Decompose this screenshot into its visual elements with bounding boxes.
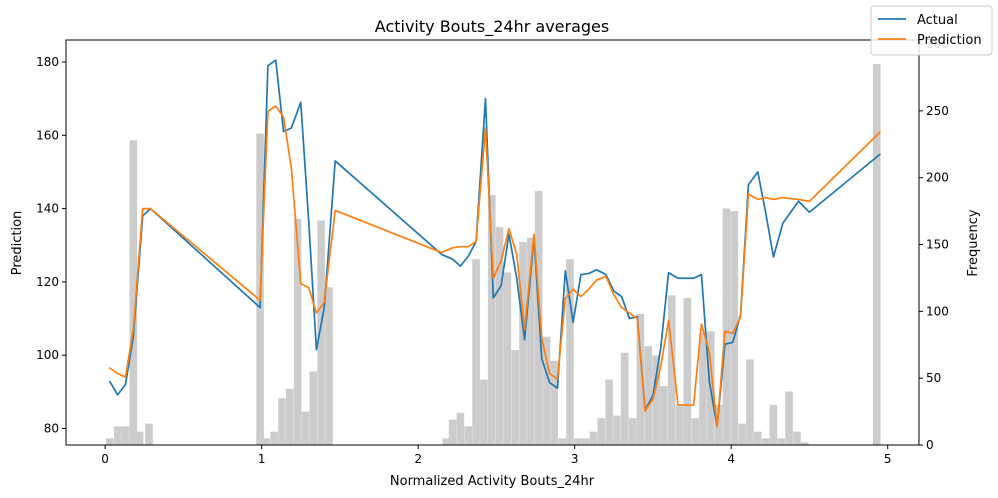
- histogram-bar: [644, 346, 653, 445]
- y2-tick-label: 150: [926, 238, 949, 252]
- legend-label-actual: Actual: [917, 13, 958, 28]
- histogram-bar: [309, 371, 318, 445]
- histogram-bar: [738, 423, 746, 445]
- histogram-bar: [270, 431, 278, 445]
- histogram-bar: [442, 438, 451, 445]
- histogram-bar: [293, 219, 302, 445]
- histogram-bar: [448, 419, 457, 445]
- y2-tick-label: 50: [926, 371, 941, 385]
- histogram-bar: [628, 418, 637, 445]
- histogram-bar: [480, 379, 488, 445]
- histogram-bar: [699, 332, 707, 445]
- histogram-bar: [722, 208, 731, 445]
- x-tick-label: 1: [258, 452, 266, 466]
- y2-tick-label: 100: [926, 304, 949, 318]
- histogram-bar: [317, 220, 325, 445]
- histogram-bar: [106, 438, 114, 445]
- histogram-bar: [574, 438, 582, 445]
- x-tick-label: 4: [727, 452, 735, 466]
- x-axis-label: Normalized Activity Bouts_24hr: [390, 474, 595, 489]
- y2-tick-label: 0: [926, 438, 934, 452]
- histogram-bar: [597, 418, 606, 445]
- y-axis-left: 80 100 120 140 160 180: [36, 55, 66, 436]
- histogram-bar: [325, 287, 333, 445]
- histogram-bar: [793, 431, 801, 445]
- histogram-bar: [605, 379, 613, 445]
- histogram-bar: [472, 259, 480, 445]
- histogram-bar: [145, 423, 153, 445]
- histogram-bar: [753, 431, 762, 445]
- histogram-bar: [135, 431, 144, 445]
- y-axis-label: Prediction: [10, 211, 25, 276]
- histogram-bar: [613, 415, 621, 445]
- x-tick-label: 3: [571, 452, 579, 466]
- histogram-bar: [566, 259, 574, 445]
- y-tick-label: 120: [36, 275, 59, 289]
- histogram-bar: [511, 350, 519, 445]
- histogram-bar: [301, 411, 310, 445]
- y-tick-label: 140: [36, 202, 59, 216]
- x-tick-label: 2: [414, 452, 422, 466]
- y2-tick-label: 250: [926, 104, 949, 118]
- histogram-bar: [495, 227, 504, 445]
- legend-label-prediction: Prediction: [917, 33, 982, 48]
- histogram-bar: [464, 426, 473, 445]
- histogram-bar: [589, 431, 598, 445]
- histogram-bar: [761, 438, 770, 445]
- series-line-prediction: [108, 105, 881, 428]
- histogram-bar: [550, 360, 559, 445]
- y-tick-label: 80: [44, 422, 59, 436]
- chart-title: Activity Bouts_24hr averages: [375, 17, 609, 37]
- histogram-bar: [800, 442, 809, 445]
- histogram-bar: [286, 388, 294, 445]
- histogram-bar: [503, 272, 512, 445]
- y2-tick-label: 200: [926, 171, 949, 185]
- histogram-bar: [121, 426, 130, 445]
- histogram-bar: [278, 398, 286, 445]
- lines-layer: [108, 59, 881, 428]
- y2-axis-label: Frequency: [966, 209, 981, 276]
- histogram-bar: [527, 237, 535, 445]
- legend: Actual Prediction: [870, 5, 993, 56]
- histogram-bar: [113, 426, 122, 445]
- histogram-bar: [636, 314, 645, 445]
- x-axis: 0 1 2 3 4 5: [101, 445, 892, 466]
- x-tick-label: 5: [884, 452, 892, 466]
- histogram-bar: [746, 359, 754, 445]
- histogram-bar: [456, 412, 465, 445]
- histogram-bar: [558, 438, 566, 445]
- histogram-bar: [581, 438, 590, 445]
- histogram-bar: [487, 195, 496, 445]
- histogram-bar: [675, 404, 684, 445]
- histogram-bar: [652, 355, 660, 445]
- histogram-bar: [667, 295, 676, 445]
- y-tick-label: 100: [36, 348, 59, 362]
- histogram-bar: [872, 64, 881, 445]
- histogram-bar: [660, 386, 668, 445]
- histogram-bar: [262, 438, 271, 445]
- plot-frame: [65, 39, 920, 446]
- histogram-bar: [714, 404, 723, 445]
- histogram-bar: [785, 391, 793, 445]
- y-tick-label: 180: [36, 55, 59, 69]
- histogram-bar: [129, 140, 138, 445]
- histogram-bar: [769, 404, 778, 445]
- histogram-bar: [542, 336, 551, 445]
- x-tick-label: 0: [101, 452, 109, 466]
- histogram-bar: [620, 352, 629, 445]
- histogram-bar: [777, 438, 786, 445]
- histogram-bar: [519, 241, 527, 445]
- histogram-bar: [683, 297, 692, 445]
- series-line-actual: [108, 59, 881, 428]
- histogram-bar: [691, 418, 699, 445]
- y-tick-label: 160: [36, 128, 59, 142]
